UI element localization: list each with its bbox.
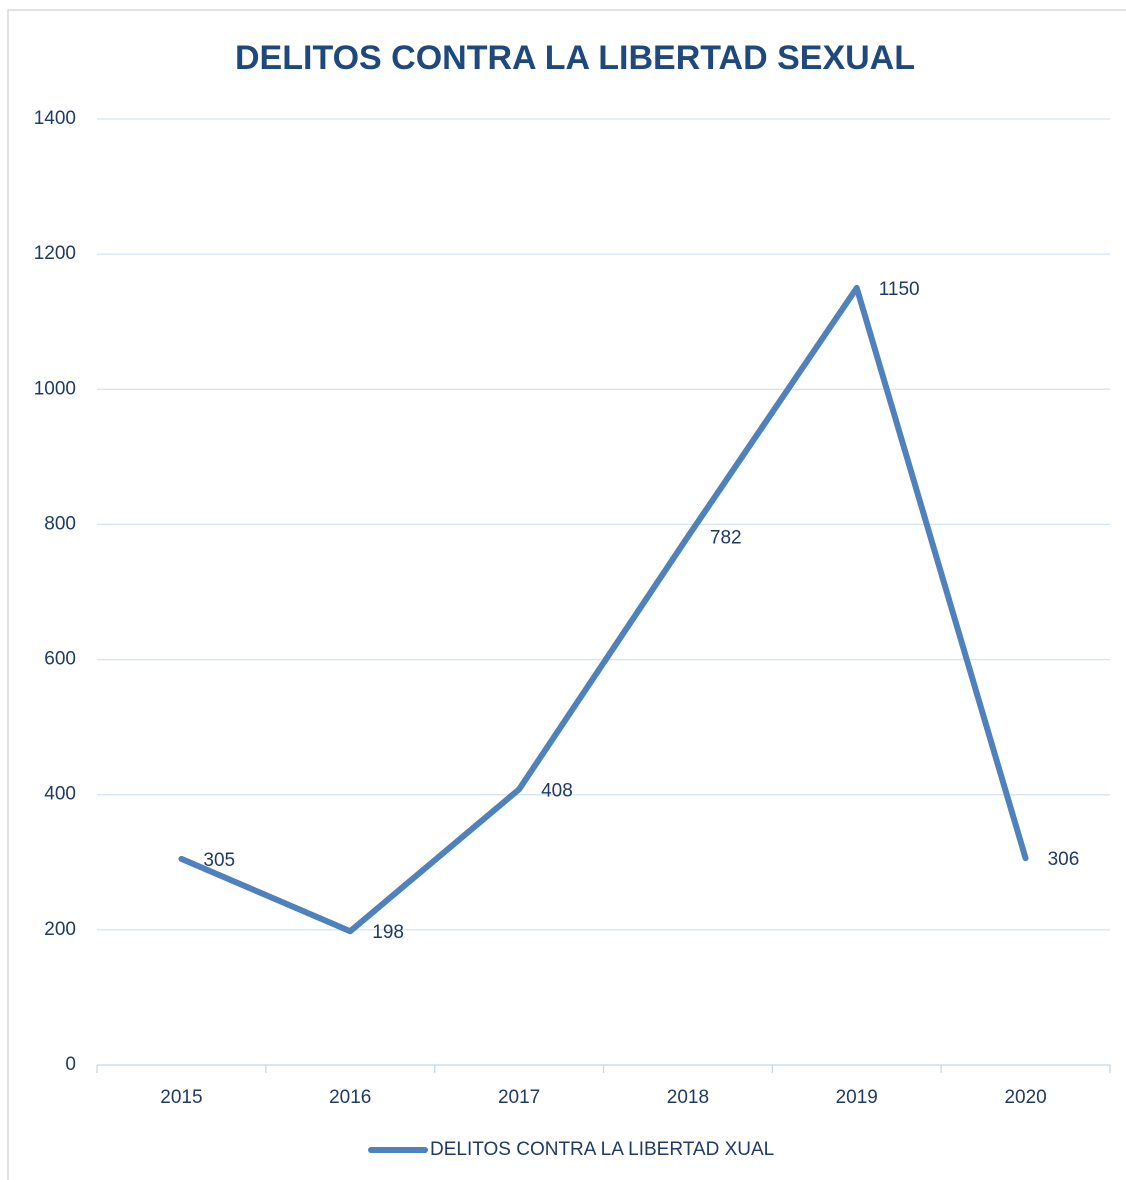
data-label: 198 [372,922,404,943]
x-tick-label: 2020 [1004,1087,1046,1108]
y-tick-label: 1000 [34,378,76,399]
y-tick-label: 800 [44,513,76,534]
x-tick-label: 2018 [667,1087,709,1108]
data-label: 305 [203,850,235,871]
chart-border [7,9,1126,1180]
y-tick-label: 200 [44,919,76,940]
series-line [178,284,1029,935]
data-label: 782 [710,528,742,549]
y-tick-label: 1400 [34,108,76,129]
x-tick-label: 2016 [329,1087,371,1108]
y-tick-label: 600 [44,649,76,670]
y-tick-label: 0 [65,1054,76,1075]
x-tick-label: 2019 [836,1087,878,1108]
x-tick-label: 2015 [160,1087,202,1108]
chart-title: DELITOS CONTRA LA LIBERTAD SEXUAL [235,39,915,77]
x-tick-label: 2017 [498,1087,540,1108]
legend-label: DELITOS CONTRA LA LIBERTAD XUAL [430,1139,774,1160]
data-label: 1150 [879,279,920,300]
y-tick-label: 1200 [34,243,76,264]
y-tick-label: 400 [44,784,76,805]
data-label: 306 [1048,849,1080,870]
data-label: 408 [541,780,573,801]
